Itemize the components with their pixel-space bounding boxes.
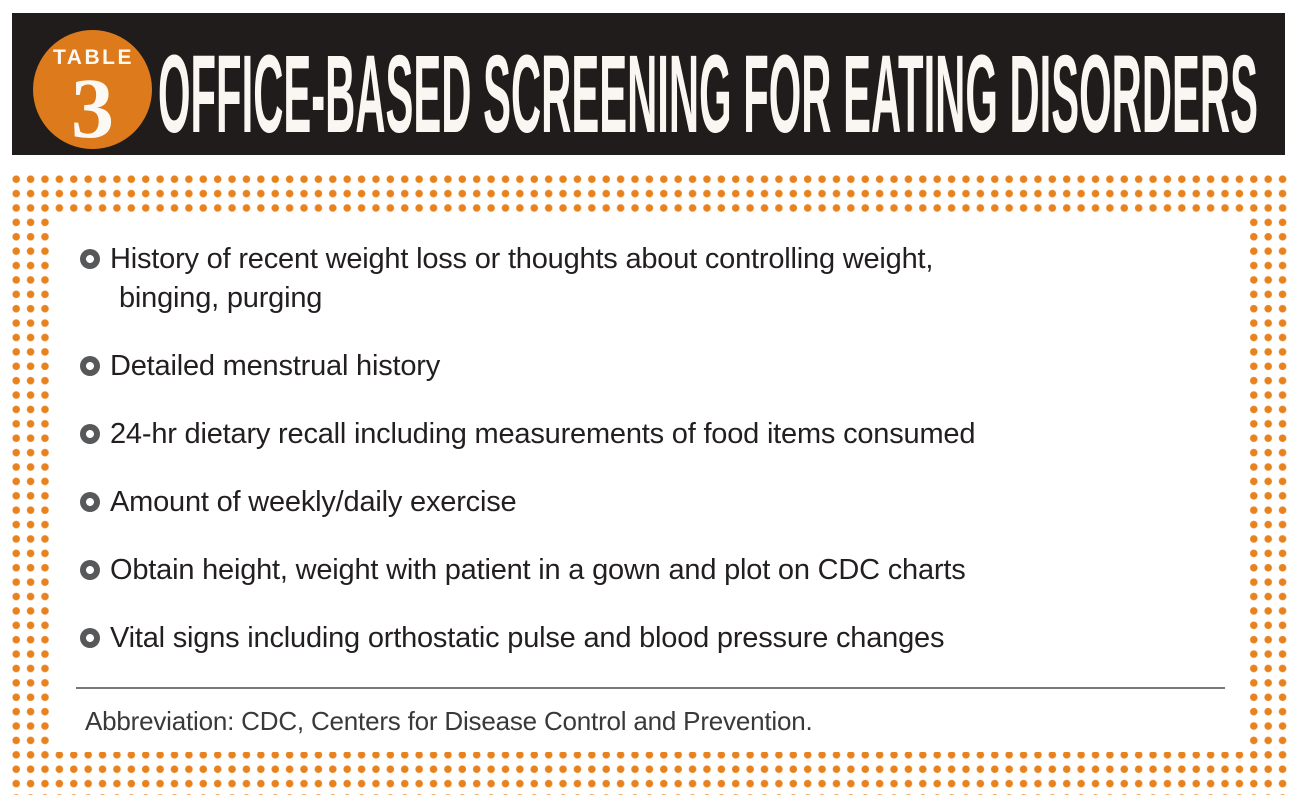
ring-bullet-icon: [80, 560, 100, 580]
list-item: Detailed menstrual history: [80, 347, 1229, 386]
header-title-svg: OFFICE-BASED SCREENING FOR EATING DISORD…: [158, 33, 1258, 156]
list-item-text: 24-hr dietary recall including measureme…: [110, 418, 976, 450]
dotted-border-frame: History of recent weight loss or thought…: [8, 171, 1291, 795]
table-label: TABLE: [53, 46, 134, 69]
ring-bullet-icon: [80, 628, 100, 648]
list-item-text: History of recent weight loss or thought…: [110, 243, 934, 275]
content-panel: History of recent weight loss or thought…: [52, 214, 1247, 752]
list-item: 24-hr dietary recall including measureme…: [80, 415, 1229, 454]
abbreviation-note: Abbreviation: CDC, Centers for Disease C…: [85, 706, 813, 736]
table-number-badge: TABLE 3: [33, 30, 152, 156]
list-item-text: binging, purging: [119, 282, 323, 314]
footer-divider: [76, 687, 1225, 689]
list-item-text: Obtain height, weight with patient in a …: [110, 554, 966, 586]
ring-bullet-icon: [80, 424, 100, 444]
ring-bullet-icon: [80, 356, 100, 376]
list-item: Obtain height, weight with patient in a …: [80, 551, 1229, 590]
screening-list: History of recent weight loss or thought…: [80, 240, 1229, 658]
list-item-text: Vital signs including orthostatic pulse …: [110, 622, 945, 654]
page-title: OFFICE-BASED SCREENING FOR EATING DISORD…: [158, 33, 1258, 156]
list-item: History of recent weight loss or thought…: [80, 240, 1229, 318]
list-item: Vital signs including orthostatic pulse …: [80, 619, 1229, 658]
list-item-text: Detailed menstrual history: [110, 350, 441, 382]
header-bar: TABLE 3 OFFICE-BASED SCREENING FOR EATIN…: [12, 13, 1285, 156]
list-item: Amount of weekly/daily exercise: [80, 483, 1229, 522]
ring-bullet-icon: [80, 249, 100, 269]
table-number: 3: [71, 60, 114, 156]
list-item-text: Amount of weekly/daily exercise: [110, 486, 517, 518]
ring-bullet-icon: [80, 492, 100, 512]
